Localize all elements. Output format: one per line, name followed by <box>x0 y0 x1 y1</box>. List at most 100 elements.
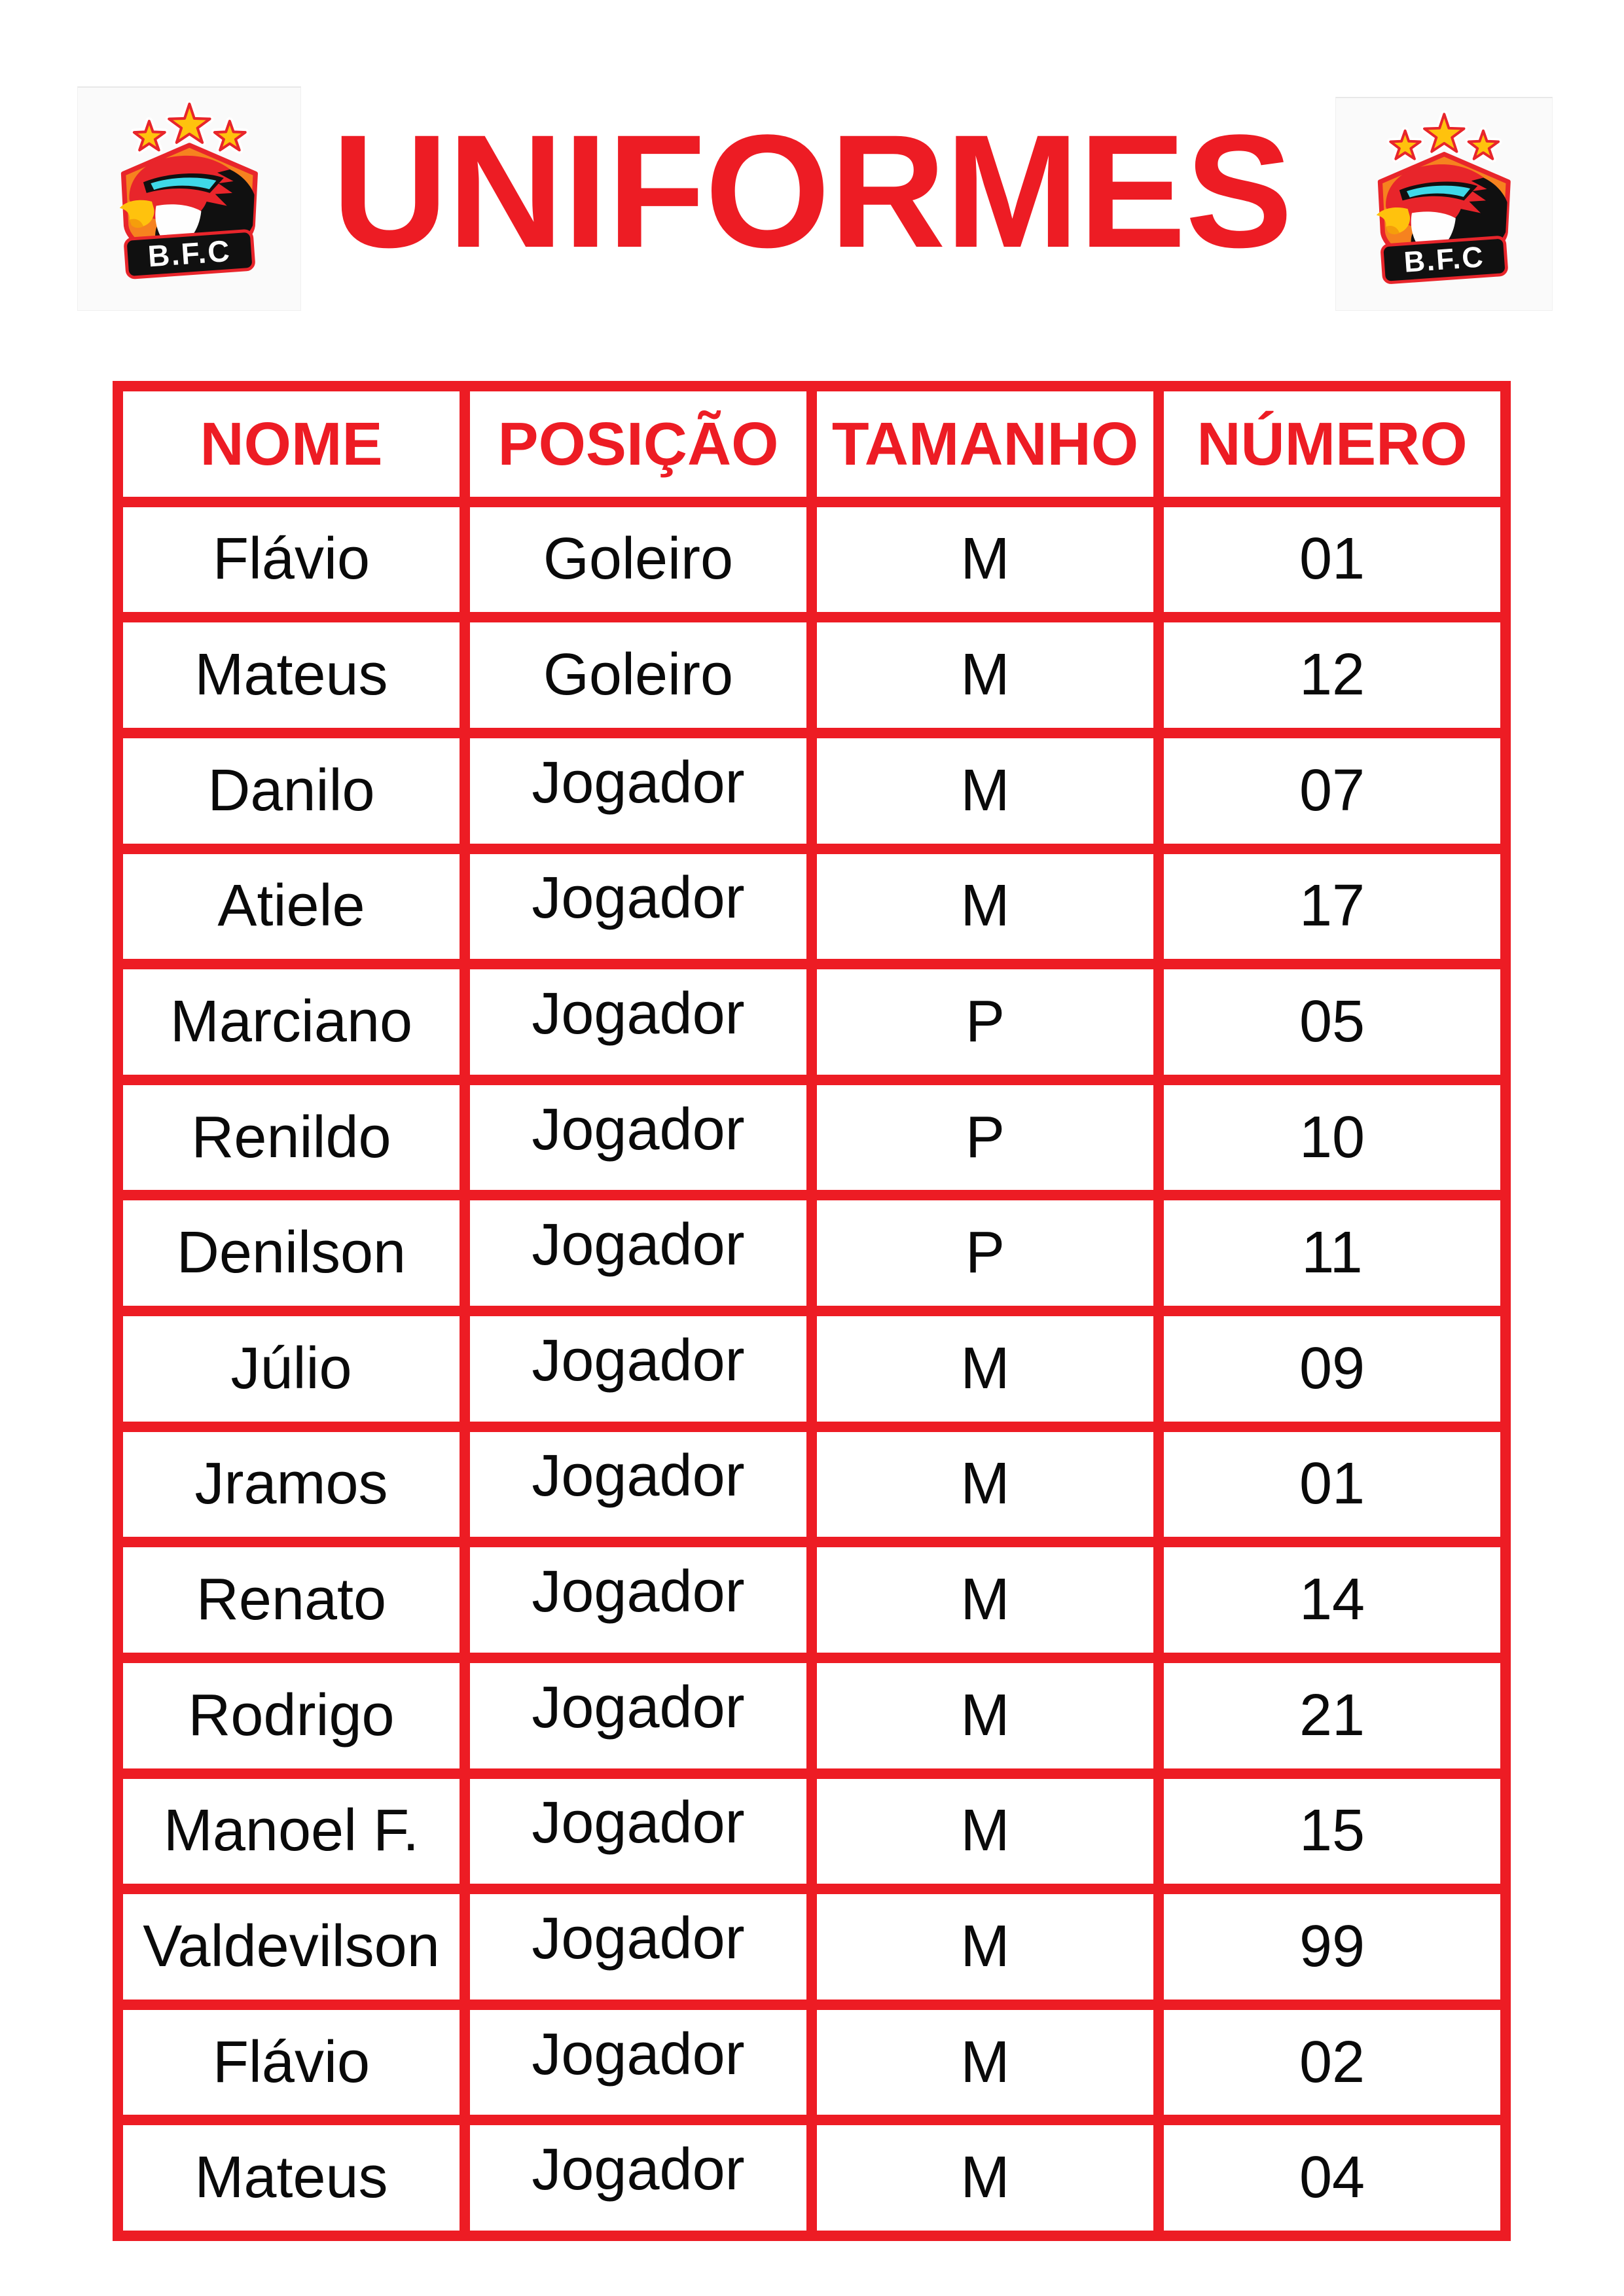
cell-numero: 12 <box>1164 622 1500 728</box>
cell-text: Rodrigo <box>188 1682 395 1748</box>
header-cell-posicao: POSIÇÃO <box>470 391 806 497</box>
cell-text: Jogador <box>532 1674 745 1740</box>
cell-tamanho: M <box>817 622 1153 728</box>
crest-banner-text: B.F.C <box>147 234 232 274</box>
cell-text: Jogador <box>532 980 745 1047</box>
cell-text: Jogador <box>532 1443 745 1509</box>
cell-tamanho: P <box>817 969 1153 1075</box>
cell-numero: 07 <box>1164 738 1500 844</box>
cell-text: 14 <box>1299 1567 1365 1633</box>
club-logo-right: B.F.C <box>1335 97 1553 311</box>
eagle-eye-streak <box>150 177 216 190</box>
eagle-eye-streak <box>1406 185 1470 198</box>
cell-nome: Atiele <box>123 853 460 960</box>
cell-numero: 17 <box>1164 853 1500 960</box>
crest-stars <box>130 100 249 154</box>
cell-posicao: Jogador <box>470 1894 806 2000</box>
cell-posicao: Goleiro <box>470 622 806 728</box>
cell-nome: Jramos <box>123 1431 460 1537</box>
header-label: NOME <box>200 409 383 478</box>
cell-text: M <box>960 1567 1010 1633</box>
cell-posicao: Jogador <box>470 1316 806 1422</box>
eagle-head <box>129 156 234 223</box>
cell-text: Jogador <box>532 1559 745 1625</box>
cell-text: M <box>960 2029 1010 2095</box>
cell-nome: Flávio <box>123 507 460 613</box>
cell-text: Jogador <box>532 1212 745 1278</box>
cell-numero: 10 <box>1164 1085 1500 1191</box>
cell-text: M <box>960 1451 1010 1517</box>
cell-posicao: Jogador <box>470 853 806 960</box>
cell-text: Renildo <box>191 1104 391 1170</box>
cell-nome: Valdevilson <box>123 1894 460 2000</box>
cell-nome: Flávio <box>123 2009 460 2115</box>
cell-text: Valdevilson <box>143 1913 440 1979</box>
cell-text: Denilson <box>176 1220 406 1286</box>
cell-text: Jogador <box>532 1327 745 1393</box>
cell-numero: 05 <box>1164 969 1500 1075</box>
crest-banner <box>1380 236 1508 284</box>
cell-tamanho: M <box>817 1662 1153 1768</box>
cell-numero: 02 <box>1164 2009 1500 2115</box>
cell-text: M <box>960 1913 1010 1979</box>
cell-tamanho: M <box>817 1894 1153 2000</box>
cell-text: P <box>965 1104 1005 1170</box>
cell-text: 01 <box>1299 526 1365 592</box>
cell-text: 09 <box>1299 1335 1365 1401</box>
cell-text: Jramos <box>194 1451 388 1517</box>
cell-posicao: Jogador <box>470 1200 806 1306</box>
cell-numero: 99 <box>1164 1894 1500 2000</box>
cell-tamanho: P <box>817 1085 1153 1191</box>
cell-text: Jogador <box>532 2137 745 2203</box>
star-right-icon <box>1467 129 1500 160</box>
cell-text: 99 <box>1299 1913 1365 1979</box>
star-left-icon <box>132 120 166 152</box>
header-label: POSIÇÃO <box>497 409 779 478</box>
cell-tamanho: M <box>817 2009 1153 2115</box>
cell-tamanho: M <box>817 853 1153 960</box>
header-cell-tamanho: TAMANHO <box>817 391 1153 497</box>
star-right-icon <box>213 120 247 152</box>
cell-tamanho: M <box>817 1547 1153 1653</box>
cell-text: Goleiro <box>543 642 734 708</box>
header-cell-nome: NOME <box>123 391 460 497</box>
cell-text: 05 <box>1299 988 1365 1054</box>
cell-text: Flávio <box>212 2029 370 2095</box>
cell-text: 17 <box>1299 873 1365 939</box>
cell-text: 10 <box>1299 1104 1365 1170</box>
cell-nome: Danilo <box>123 738 460 844</box>
crest-banner <box>123 229 255 279</box>
cell-text: 01 <box>1299 1451 1365 1517</box>
cell-nome: Mateus <box>123 2125 460 2231</box>
cell-nome: Marciano <box>123 969 460 1075</box>
cell-text: Atiele <box>217 873 365 939</box>
bfc-crest-graphic: B.F.C <box>119 100 258 279</box>
cell-nome: Júlio <box>123 1316 460 1422</box>
cell-text: Danilo <box>208 757 375 823</box>
cell-tamanho: M <box>817 738 1153 844</box>
cell-posicao: Jogador <box>470 969 806 1075</box>
eagle-beak-shadow <box>129 219 143 228</box>
cell-text: M <box>960 1682 1010 1748</box>
eagle-beak <box>119 200 154 226</box>
cell-numero: 21 <box>1164 1662 1500 1768</box>
cell-tamanho: P <box>817 1200 1153 1306</box>
cell-text: Jogador <box>532 749 745 816</box>
cell-numero: 15 <box>1164 1778 1500 1884</box>
star-center-icon <box>167 102 211 145</box>
cell-text: M <box>960 2145 1010 2211</box>
cell-posicao: Jogador <box>470 1778 806 1884</box>
cell-text: 21 <box>1299 1682 1365 1748</box>
cell-tamanho: M <box>817 507 1153 613</box>
cell-text: 15 <box>1299 1798 1365 1864</box>
header-cell-numero: NÚMERO <box>1164 391 1500 497</box>
eagle-beak <box>1376 207 1410 233</box>
cell-numero: 01 <box>1164 1431 1500 1537</box>
uniforms-table: NOME POSIÇÃO TAMANHO NÚMERO Flávio Goleiro M 01… <box>113 381 1511 2241</box>
cell-text: Mateus <box>194 2145 388 2211</box>
cell-posicao: Jogador <box>470 1547 806 1653</box>
cell-text: Júlio <box>230 1335 352 1401</box>
cell-text: Manoel F. <box>163 1798 420 1864</box>
cell-text: M <box>960 1335 1010 1401</box>
cell-text: M <box>960 1798 1010 1864</box>
